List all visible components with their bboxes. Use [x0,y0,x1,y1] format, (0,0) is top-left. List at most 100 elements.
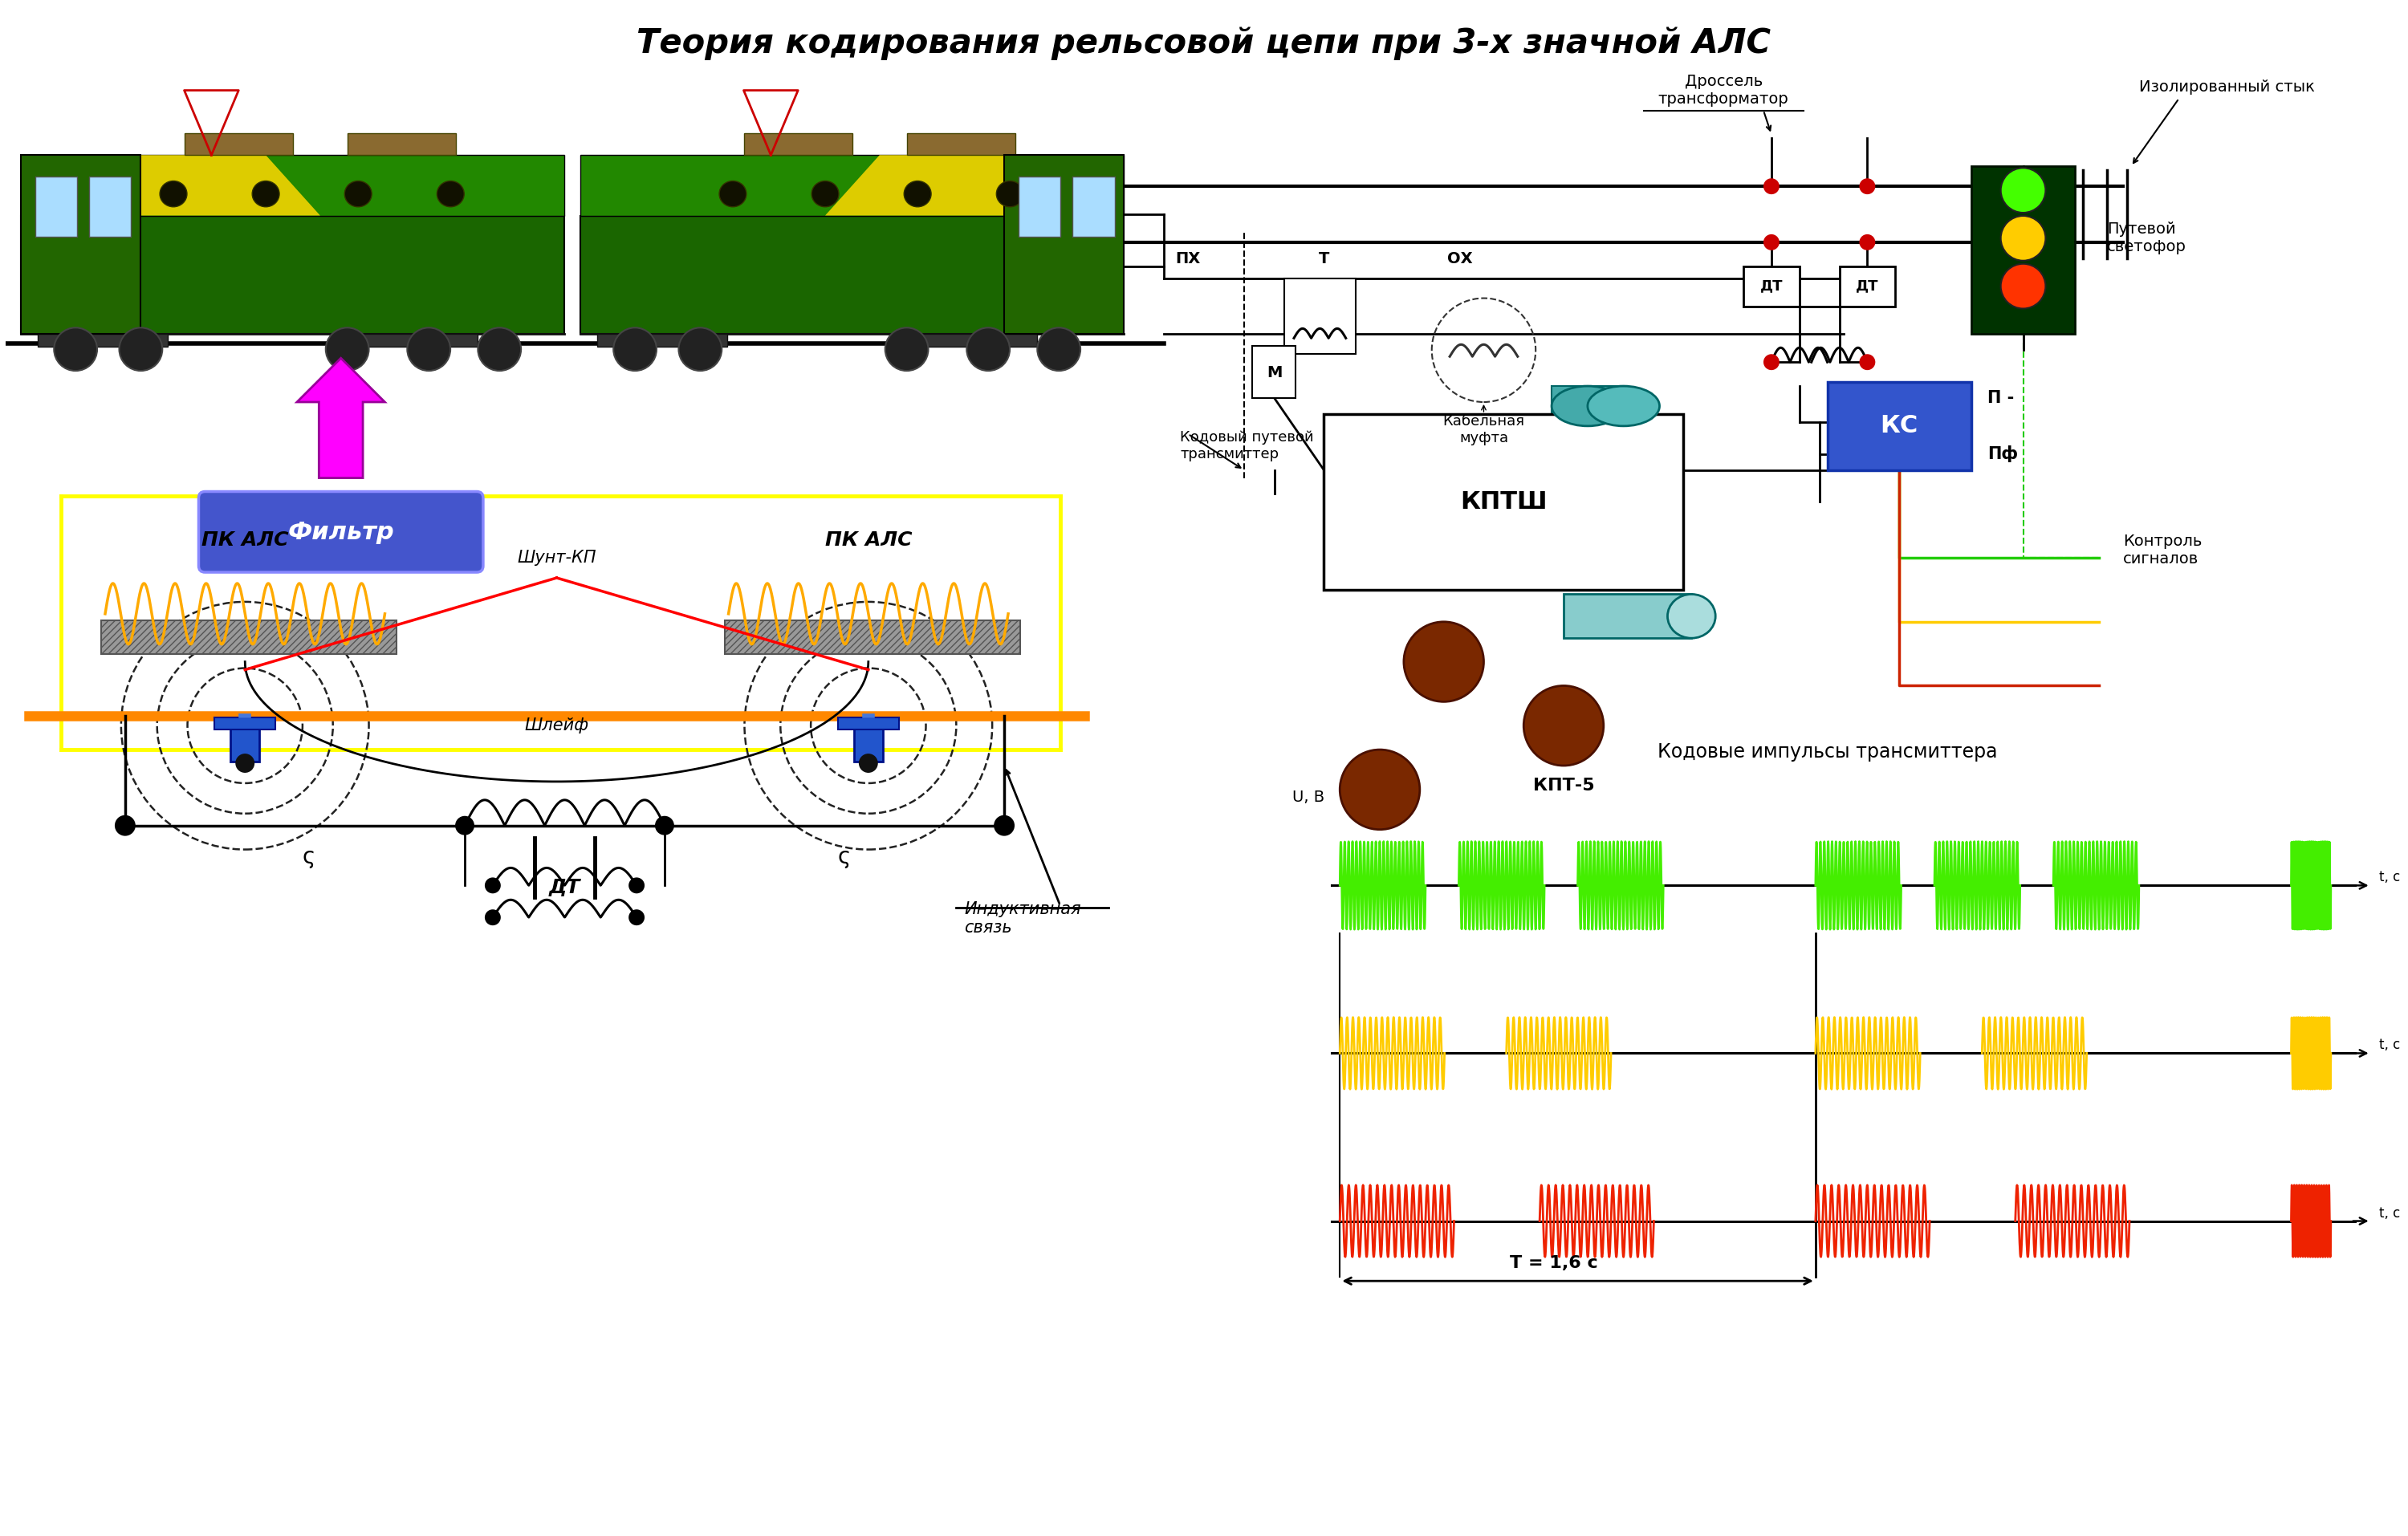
Text: КПТ-5: КПТ-5 [1534,777,1594,794]
Text: Шлейф: Шлейф [525,717,590,734]
Circle shape [628,909,645,925]
Circle shape [995,816,1014,836]
Circle shape [120,327,161,370]
Circle shape [477,327,520,370]
Text: Кодовый путевой
трансмиттер: Кодовый путевой трансмиттер [1180,430,1315,461]
Circle shape [1404,622,1483,702]
Text: ς: ς [303,845,315,868]
FancyBboxPatch shape [197,492,484,573]
Circle shape [1859,355,1876,370]
Ellipse shape [253,181,279,207]
Bar [1252,346,1296,398]
Circle shape [2001,167,2044,212]
Circle shape [1763,235,1780,250]
Circle shape [614,327,657,370]
Bar [89,177,130,237]
Text: U, В: U, В [1293,790,1324,805]
Circle shape [2001,264,2044,309]
Ellipse shape [811,181,838,207]
Ellipse shape [903,181,932,207]
Circle shape [325,327,368,370]
Text: Изолированный стык: Изолированный стык [2138,80,2314,94]
Bar [1004,155,1125,335]
Circle shape [1038,327,1081,370]
Bar [347,335,477,347]
Text: ПХ: ПХ [1175,250,1202,266]
Circle shape [1859,178,1876,195]
Text: Дроссель
трансформатор: Дроссель трансформатор [1659,74,1789,106]
Bar [1324,415,1683,590]
Ellipse shape [436,181,465,207]
Text: КС: КС [1881,415,1919,438]
Circle shape [655,816,674,836]
Text: t, с: t, с [2379,1038,2401,1052]
Circle shape [679,327,722,370]
Text: ОХ: ОХ [1447,250,1471,266]
Text: КПТШ: КПТШ [1459,490,1548,513]
Bar [185,134,294,155]
Ellipse shape [720,181,746,207]
Circle shape [1524,685,1604,765]
Circle shape [1859,235,1876,250]
Bar [39,335,169,347]
Ellipse shape [1666,594,1714,637]
Text: Контроль
сигналов: Контроль сигналов [2124,533,2201,567]
Text: ПК АЛС: ПК АЛС [202,530,289,550]
Text: П -: П - [1987,390,2013,406]
Bar [855,717,884,762]
Text: Индуктивная
связь: Индуктивная связь [963,902,1081,935]
Bar [347,134,455,155]
Text: ДТ: ДТ [1760,280,1782,293]
Text: М: М [1267,366,1281,379]
Ellipse shape [1551,386,1623,425]
Circle shape [116,816,135,836]
Text: Шунт-КП: Шунт-КП [518,550,597,565]
Circle shape [484,877,501,894]
Bar [1828,382,1972,470]
Bar [22,155,140,335]
Text: t, с: t, с [2379,1206,2401,1220]
Circle shape [628,877,645,894]
Ellipse shape [997,181,1023,207]
Text: t, с: t, с [2379,871,2401,885]
Text: Пф: Пф [1987,445,2018,462]
Text: Фильтр: Фильтр [287,521,395,544]
Bar [1283,278,1356,355]
Bar [1276,757,2386,1436]
Circle shape [860,754,879,773]
Circle shape [966,327,1009,370]
Text: Т: Т [1320,250,1329,266]
Circle shape [1339,750,1421,829]
Ellipse shape [1587,386,1659,425]
Bar [214,717,275,730]
Bar [744,134,852,155]
Bar [580,215,1125,335]
Bar [725,621,1021,654]
Bar [580,155,1125,215]
Bar [36,177,77,237]
Circle shape [484,909,501,925]
Circle shape [236,754,255,773]
Text: ДТ: ДТ [549,877,580,897]
Bar [1551,386,1623,425]
Ellipse shape [344,181,371,207]
Bar [1972,166,2076,335]
Bar [597,335,727,347]
Polygon shape [22,155,320,215]
Circle shape [2001,217,2044,261]
Circle shape [407,327,450,370]
Bar [908,335,1038,347]
Circle shape [455,816,474,836]
Bar [1840,266,1895,306]
Text: Кодовые импульсы трансмиттера: Кодовые импульсы трансмиттера [1657,742,1996,762]
Bar [1019,177,1060,237]
Bar [1743,266,1799,306]
Text: ПК АЛС: ПК АЛС [826,530,913,550]
Bar [22,215,563,335]
Text: ς: ς [838,845,850,868]
Text: Кабельная
муфта: Кабельная муфта [1442,415,1524,445]
Circle shape [53,327,96,370]
Text: Путевой
светофор: Путевой светофор [2107,221,2186,255]
Bar [231,717,260,762]
Text: ДТ: ДТ [1857,280,1878,293]
